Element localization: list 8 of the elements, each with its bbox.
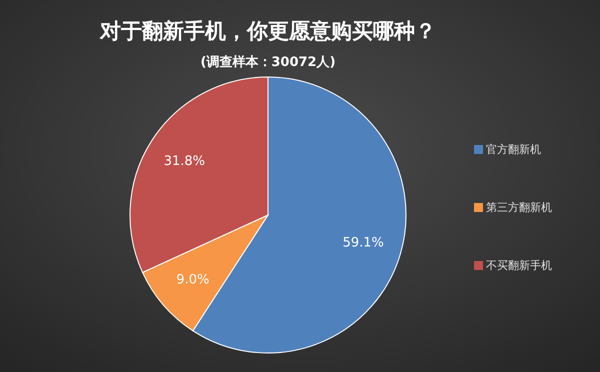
data-label: 59.1% — [342, 236, 384, 251]
legend-label: 第三方翻新机 — [486, 201, 552, 214]
data-label: 31.8% — [164, 154, 206, 169]
chart-title: 对于翻新手机，你更愿意购买哪种？ — [99, 19, 436, 43]
legend-label: 不买翻新手机 — [486, 259, 552, 272]
data-label: 9.0% — [176, 272, 210, 288]
slice-label: 官方翻新机 — [486, 143, 541, 156]
chart-subtitle: (调查样本：30072人) — [200, 55, 336, 70]
